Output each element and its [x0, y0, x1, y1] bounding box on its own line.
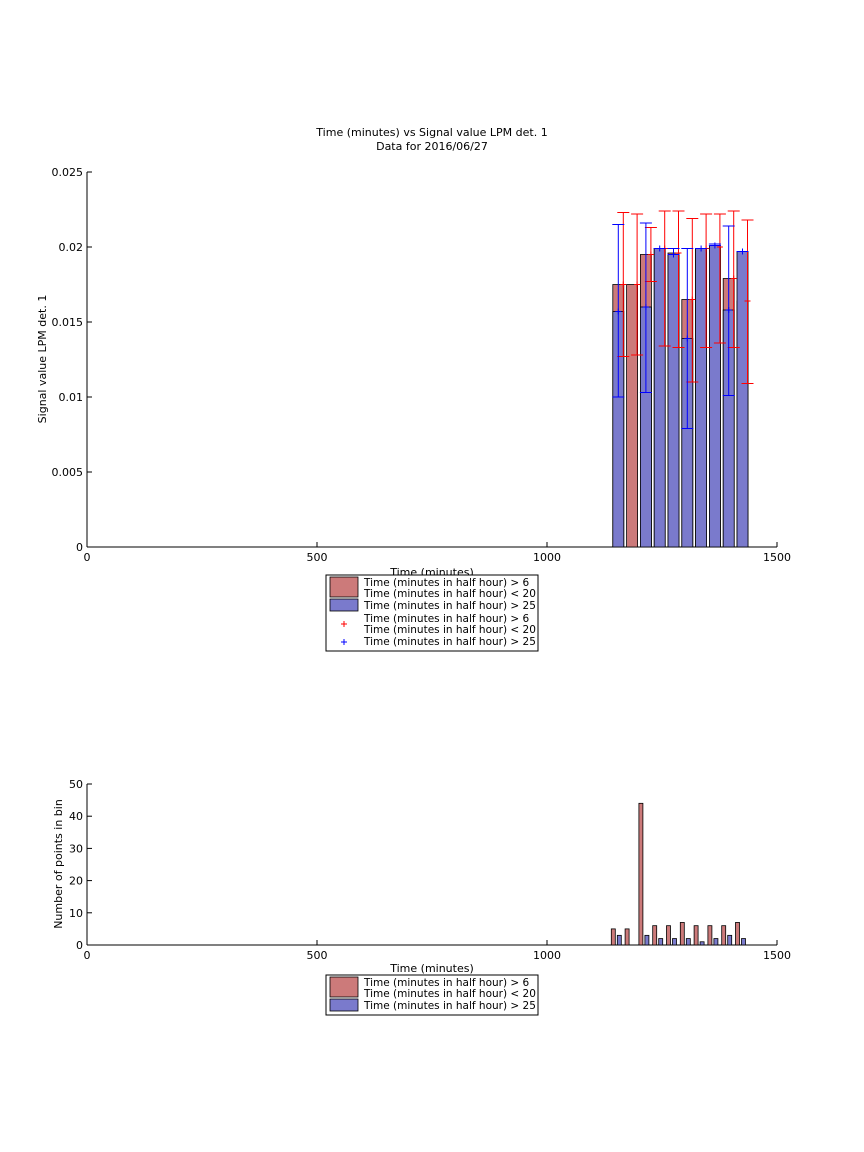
- hist-bar-series1: [679, 922, 685, 946]
- x-tick-label: 500: [307, 551, 328, 564]
- chart2-plot: 0 500 1000 1500 0 10 20 30 40 50: [69, 778, 791, 962]
- y-tick-label: 0.025: [52, 166, 84, 179]
- bar-series2: [736, 251, 749, 548]
- hist-bar-series1: [666, 925, 671, 946]
- bar-series2: [695, 248, 707, 548]
- x-tick-label: 1000: [533, 551, 561, 564]
- hist-bar-series1: [693, 925, 699, 946]
- legend-label: Time (minutes in half hour) < 20: [363, 624, 536, 636]
- chart1-plot: 0 500 1000 1500 0 0.005 0.01 0.015 0.02 0.025: [52, 166, 792, 564]
- hist-bar-series2: [713, 938, 719, 946]
- hist-bar-series2: [741, 938, 746, 946]
- x-tick-label: 0: [84, 949, 91, 962]
- hist-bar-series1: [721, 925, 727, 946]
- chart1-title: Time (minutes) vs Signal value LPM det. …: [315, 126, 547, 139]
- y-tick-label: 0: [76, 541, 83, 554]
- hist-bar-series2: [699, 941, 705, 946]
- legend-box: [325, 974, 539, 1016]
- bar-series1: [626, 284, 638, 548]
- hist-bar-series2: [644, 934, 650, 946]
- legend-swatch: [329, 598, 359, 612]
- legend-swatch: [329, 976, 359, 998]
- hist-bar-series1: [610, 928, 616, 946]
- bar-series2: [667, 254, 680, 548]
- hist-bar-series1: [735, 922, 740, 946]
- y-tick-label: 50: [69, 778, 83, 791]
- hist-bar-series2: [658, 938, 664, 946]
- y-tick-label: 0.015: [52, 316, 84, 329]
- legend-box: [325, 574, 539, 652]
- chart2-xlabel: Time (minutes): [389, 962, 474, 975]
- hist-bar-series2: [727, 934, 733, 946]
- hist-bar-series1: [638, 802, 644, 946]
- y-tick-label: 40: [69, 810, 83, 823]
- hist-bar-series1: [652, 925, 658, 946]
- legend-swatch: [329, 576, 359, 598]
- hist-bar-series1: [624, 928, 630, 946]
- x-tick-label: 500: [307, 949, 328, 962]
- legend-label: Time (minutes in half hour) > 6: [363, 613, 530, 625]
- y-tick-label: 0.02: [59, 241, 84, 254]
- bar-series2: [653, 248, 666, 548]
- legend-label: Time (minutes in half hour) < 20: [363, 988, 536, 1000]
- legend-label: Time (minutes in half hour) > 25: [363, 600, 536, 612]
- hist-bar-series2: [616, 934, 622, 946]
- y-tick-label: 30: [69, 842, 83, 855]
- x-tick-label: 1500: [763, 949, 791, 962]
- legend-label: Time (minutes in half hour) > 6: [363, 577, 530, 589]
- legend-label: Time (minutes in half hour) < 20: [363, 588, 536, 600]
- chart1-subtitle: Data for 2016/06/27: [376, 140, 488, 153]
- legend-label: Time (minutes in half hour) > 6: [363, 977, 530, 989]
- y-tick-label: 0.01: [59, 391, 84, 404]
- x-tick-label: 1000: [533, 949, 561, 962]
- chart2-ylabel: Number of points in bin: [52, 799, 65, 929]
- y-tick-label: 20: [69, 875, 83, 888]
- legend-label: Time (minutes in half hour) > 25: [363, 636, 536, 648]
- hist-bar-series2: [672, 938, 677, 946]
- bar-series2: [709, 245, 721, 548]
- x-tick-label: 0: [84, 551, 91, 564]
- y-tick-label: 0: [76, 939, 83, 952]
- hist-bar-series1: [707, 925, 713, 946]
- y-tick-label: 10: [69, 907, 83, 920]
- legend-swatch: [329, 998, 359, 1012]
- chart1-ylabel: Signal value LPM det. 1: [36, 295, 49, 424]
- hist-bar-series2: [685, 938, 691, 946]
- x-tick-label: 1500: [763, 551, 791, 564]
- y-tick-label: 0.005: [52, 466, 84, 479]
- legend-label: Time (minutes in half hour) > 25: [363, 1000, 536, 1012]
